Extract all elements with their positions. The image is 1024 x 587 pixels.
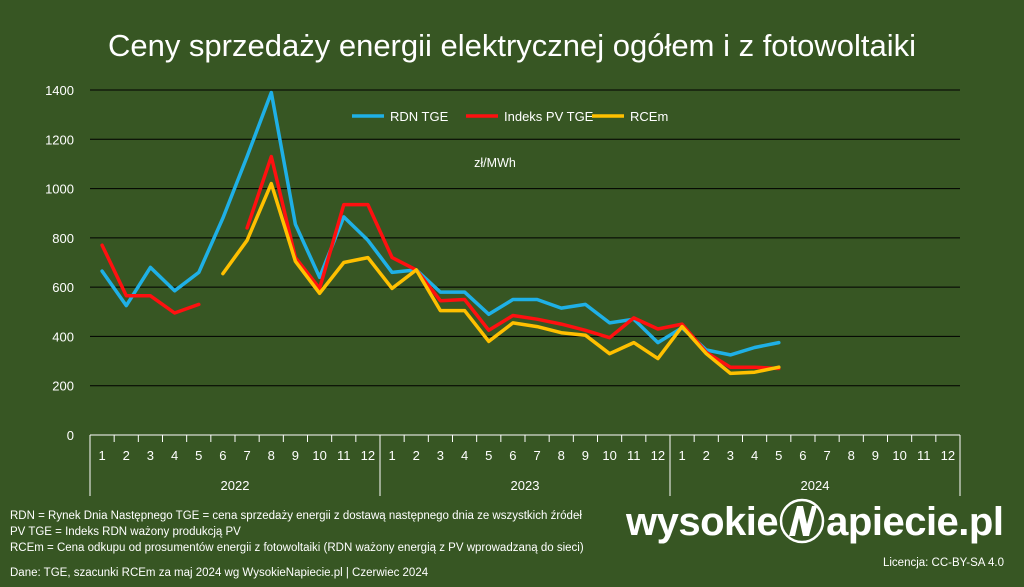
x-axis: 1 2 3 4 5 6 7 8 9 10 11 12 1 2 3 4 5 6 7 8 9 10 11 12 1 2 3 4 5 6 7 8 9 1… — [89, 434, 961, 496]
y-tick-label: 800 — [52, 231, 74, 246]
x-tick-label: 7 — [533, 448, 540, 463]
note-rdn: RDN = Rynek Dnia Następnego TGE = cena s… — [10, 510, 582, 522]
x-tick-label: 4 — [751, 448, 758, 463]
x-tick-label: 11 — [917, 448, 931, 463]
x-tick-label: 11 — [337, 448, 351, 463]
lightning-n-icon — [779, 498, 825, 544]
x-tick-label: 10 — [602, 448, 616, 463]
legend-label-1: Indeks PV TGE — [504, 109, 594, 124]
year-label-2023: 2023 — [511, 478, 540, 493]
x-tick-label: 2 — [413, 448, 420, 463]
x-tick-label: 1 — [678, 448, 685, 463]
series-line-2 — [221, 181, 781, 376]
y-tick-label: 600 — [52, 280, 74, 295]
grid-lines — [90, 89, 960, 387]
legend-label-2: RCEm — [630, 109, 668, 124]
x-tick-label: 6 — [509, 448, 516, 463]
x-tick-label: 9 — [292, 448, 299, 463]
logo-text-right: apiecie.pl — [826, 500, 1004, 544]
x-tick-label: 8 — [558, 448, 565, 463]
x-tick-label: 12 — [941, 448, 955, 463]
x-tick-label: 5 — [195, 448, 202, 463]
chart-title: Ceny sprzedaży energii elektrycznej ogół… — [107, 28, 917, 63]
x-tick-label: 10 — [312, 448, 326, 463]
x-tick-label: 3 — [727, 448, 734, 463]
x-tick-label: 9 — [872, 448, 879, 463]
x-tick-label: 5 — [775, 448, 782, 463]
y-tick-label: 1200 — [45, 132, 74, 147]
y-tick-label: 400 — [52, 329, 74, 344]
x-tick-label: 8 — [268, 448, 275, 463]
x-tick-label: 11 — [627, 448, 641, 463]
x-tick-label: 7 — [243, 448, 250, 463]
series-line-0 — [100, 90, 781, 357]
unit-label: zł/MWh — [474, 156, 516, 170]
series-lines — [100, 90, 781, 376]
x-tick-label: 12 — [361, 448, 375, 463]
source-footer: Dane: TGE, szacunki RCEm za maj 2024 wg … — [10, 567, 429, 579]
y-tick-label: 1000 — [45, 182, 74, 197]
notes: RDN = Rynek Dnia Następnego TGE = cena s… — [10, 508, 584, 556]
x-tick-label: 8 — [848, 448, 855, 463]
x-tick-label: 2 — [123, 448, 130, 463]
x-tick-label: 7 — [823, 448, 830, 463]
x-tick-label: 4 — [171, 448, 178, 463]
x-tick-label: 1 — [388, 448, 395, 463]
x-tick-label: 6 — [219, 448, 226, 463]
y-tick-label: 200 — [52, 379, 74, 394]
site-logo: wysokie apiecie.pl — [626, 498, 1004, 545]
x-tick-label: 4 — [461, 448, 468, 463]
x-tick-label: 12 — [651, 448, 665, 463]
legend: RDN TGE Indeks PV TGE RCEm — [352, 109, 668, 124]
x-tick-label: 3 — [437, 448, 444, 463]
logo-text-left: wysokie — [626, 500, 779, 544]
note-rcem: RCEm = Cena odkupu od prosumentów energi… — [10, 542, 584, 554]
legend-label-0: RDN TGE — [390, 109, 449, 124]
year-label-2024: 2024 — [801, 478, 830, 493]
x-tick-label: 3 — [147, 448, 154, 463]
x-tick-label: 6 — [799, 448, 806, 463]
y-tick-labels: 0 200 400 600 800 1000 1200 1400 — [45, 83, 74, 443]
license-text: Licencja: CC-BY-SA 4.0 — [882, 557, 1004, 569]
note-pv: PV TGE = Indeks RDN ważony produkcją PV — [10, 526, 241, 538]
x-tick-label: 1 — [98, 448, 105, 463]
series-line-1 — [100, 243, 201, 315]
year-label-2022: 2022 — [221, 478, 250, 493]
x-tick-label: 2 — [703, 448, 710, 463]
x-tick-label: 9 — [582, 448, 589, 463]
y-tick-label: 1400 — [45, 83, 74, 98]
y-tick-label: 0 — [67, 428, 74, 443]
x-tick-label: 5 — [485, 448, 492, 463]
x-tick-label: 10 — [892, 448, 906, 463]
